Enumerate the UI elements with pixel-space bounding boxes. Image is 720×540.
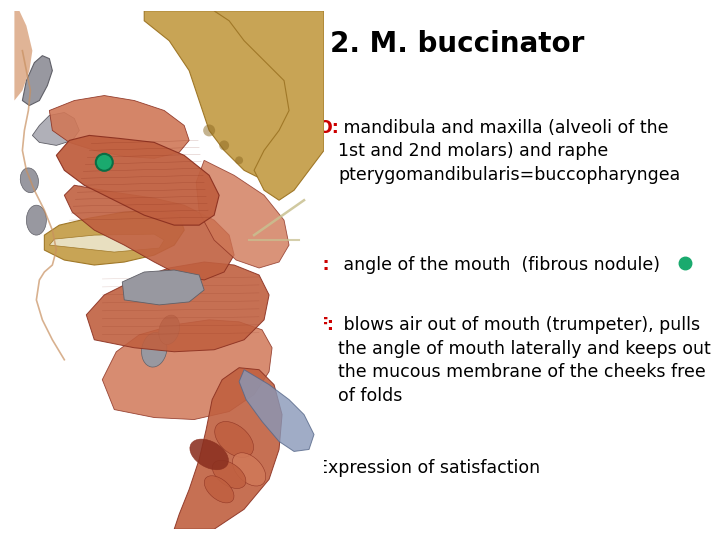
Polygon shape — [174, 368, 282, 529]
Polygon shape — [122, 270, 204, 305]
Polygon shape — [14, 11, 32, 100]
Text: F:: F: — [317, 316, 335, 334]
Polygon shape — [50, 96, 189, 158]
Ellipse shape — [212, 460, 246, 489]
Ellipse shape — [204, 476, 234, 503]
Polygon shape — [214, 11, 324, 200]
Polygon shape — [144, 11, 309, 180]
Ellipse shape — [27, 205, 46, 235]
Polygon shape — [45, 210, 184, 265]
Polygon shape — [86, 262, 269, 352]
Polygon shape — [56, 136, 219, 225]
Polygon shape — [196, 160, 289, 268]
Circle shape — [96, 154, 113, 171]
Polygon shape — [102, 320, 272, 420]
Text: mandibula and maxilla (alveoli of the
1st and 2nd molars) and raphe
pterygomandi: mandibula and maxilla (alveoli of the 1s… — [338, 119, 680, 184]
Polygon shape — [50, 234, 164, 252]
Text: I:: I: — [317, 256, 330, 274]
Polygon shape — [64, 185, 234, 280]
Ellipse shape — [215, 422, 253, 457]
Ellipse shape — [159, 315, 179, 345]
Text: blows air out of mouth (trumpeter), pulls
the angle of mouth laterally and keeps: blows air out of mouth (trumpeter), pull… — [338, 316, 711, 404]
Text: O:: O: — [317, 119, 338, 137]
Polygon shape — [32, 112, 79, 145]
Ellipse shape — [190, 439, 228, 470]
Ellipse shape — [20, 168, 38, 193]
Circle shape — [235, 157, 243, 164]
Text: Expression of satisfaction: Expression of satisfaction — [317, 459, 540, 477]
Text: angle of the mouth  (fibrous nodule): angle of the mouth (fibrous nodule) — [338, 256, 660, 274]
Polygon shape — [239, 370, 314, 451]
Text: 2. M. buccinator: 2. M. buccinator — [330, 30, 585, 58]
Circle shape — [203, 124, 215, 137]
Polygon shape — [22, 56, 53, 105]
Ellipse shape — [142, 333, 167, 367]
Ellipse shape — [233, 453, 266, 486]
Circle shape — [219, 140, 229, 150]
